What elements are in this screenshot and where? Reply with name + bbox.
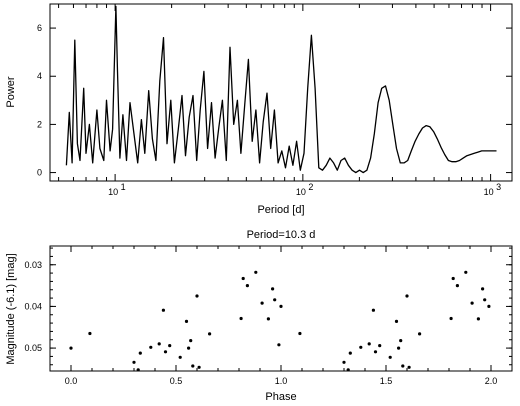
phase-x-tick-label: 0.5	[170, 376, 183, 386]
phase-point	[373, 350, 378, 354]
phase-y-ticks: 0.03 0.04 0.05	[24, 247, 512, 366]
phase-point	[298, 331, 302, 336]
phase-point	[401, 364, 405, 368]
phase-point	[178, 355, 182, 359]
phase-point	[277, 343, 281, 347]
phase-point	[88, 331, 92, 336]
periodogram-y-label: Power	[5, 76, 17, 108]
phase-point	[138, 351, 142, 355]
phase-point	[191, 364, 195, 368]
phase-point	[157, 342, 161, 346]
phase-y-tick-label: 0.03	[24, 260, 42, 270]
phase-point	[342, 360, 346, 364]
phase-point	[487, 304, 491, 308]
phase-point	[69, 346, 73, 350]
periodogram-frame	[49, 3, 513, 182]
phase-point	[481, 287, 485, 291]
phase-point	[397, 346, 401, 350]
phase-point	[163, 350, 168, 354]
periodogram-x-tick-exponent: 2	[308, 182, 313, 192]
phase-point	[197, 365, 201, 369]
phase-point	[367, 342, 371, 346]
phase-x-tick-label: 1.5	[380, 376, 393, 386]
phase-point	[418, 332, 422, 336]
phase-point	[208, 332, 212, 336]
phase-point	[239, 316, 243, 321]
periodogram-x-tick-exponent: 3	[496, 182, 501, 192]
phase-point	[149, 345, 153, 349]
phase-x-ticks: 0.0 0.5 1.0 1.5 2.0	[65, 246, 498, 386]
periodogram-x-tick-exponent: 1	[121, 182, 126, 192]
phase-point	[483, 298, 487, 302]
phase-y-tick-label: 0.04	[24, 301, 42, 311]
phase-point	[260, 301, 264, 305]
phase-point	[245, 284, 249, 288]
phase-y-tick-label: 0.05	[24, 343, 42, 353]
phase-point	[476, 317, 480, 321]
phase-panel: Period=10.3 d 0.03 0.04 0.05 0.0 0.5 1.0 1.5 2…	[5, 229, 513, 403]
phase-point	[279, 304, 283, 308]
periodogram-x-tick-label: 10	[296, 187, 306, 197]
periodogram-x-tick-label: 10	[484, 187, 494, 197]
periodogram-y-tick-label: 4	[37, 71, 42, 81]
phase-point	[187, 346, 191, 350]
phase-point	[254, 270, 258, 274]
phase-point	[168, 344, 172, 348]
phase-point	[266, 317, 270, 321]
periodogram-y-tick-label: 6	[37, 23, 42, 33]
phase-x-tick-label: 0.0	[65, 376, 78, 386]
phase-point	[184, 319, 189, 323]
phase-x-tick-label: 2.0	[485, 376, 498, 386]
phase-point	[388, 355, 392, 359]
phase-point	[405, 294, 409, 298]
phase-point	[195, 294, 199, 298]
phase-point	[348, 351, 352, 355]
phase-point	[273, 298, 277, 302]
periodogram-y-tick-label: 2	[37, 119, 42, 129]
phase-points	[69, 270, 491, 372]
phase-point	[399, 339, 403, 343]
phase-point	[189, 339, 193, 343]
periodogram-y-tick-label: 0	[37, 168, 42, 178]
phase-point	[449, 316, 453, 321]
phase-point	[132, 360, 136, 364]
periodogram-y-ticks: 0 2 4 6	[37, 23, 512, 178]
phase-x-label: Phase	[265, 391, 296, 403]
phase-point	[470, 301, 474, 305]
phase-point	[407, 365, 411, 369]
phase-point	[451, 276, 455, 281]
phase-y-label: Magnitude (-6.1) [mag]	[5, 253, 17, 364]
phase-frame	[49, 245, 513, 372]
phase-point	[394, 319, 399, 323]
periodogram-x-ticks: 10 1 10 2 10 3	[58, 4, 501, 197]
periodogram-curve	[65, 5, 497, 174]
phase-point	[136, 368, 140, 372]
phase-point	[464, 270, 468, 274]
phase-point	[359, 345, 363, 349]
phase-point	[271, 287, 275, 291]
phase-point	[161, 308, 165, 312]
periodogram-x-label: Period [d]	[257, 204, 304, 216]
phase-point	[378, 344, 382, 348]
phase-point	[455, 284, 459, 288]
phase-plot-title: Period=10.3 d	[247, 229, 316, 241]
periodogram-x-tick-label: 10	[108, 187, 118, 197]
phase-point	[371, 308, 375, 312]
phase-point	[241, 276, 245, 281]
phase-point	[346, 368, 350, 372]
phase-x-tick-label: 1.0	[275, 376, 288, 386]
